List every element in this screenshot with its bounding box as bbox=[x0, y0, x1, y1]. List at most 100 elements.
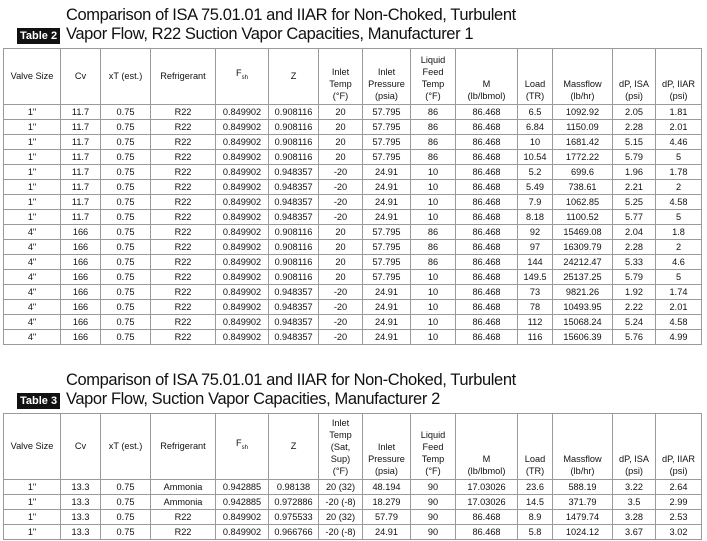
cell: 15469.08 bbox=[552, 224, 613, 240]
cell: 3.02 bbox=[655, 524, 702, 540]
cell: 5.79 bbox=[612, 269, 656, 285]
header-line: Refrigerant bbox=[160, 440, 206, 451]
cell: 57.795 bbox=[362, 119, 411, 135]
cell: -20 (-8) bbox=[318, 524, 363, 540]
data-row: 4" 166 0.75 R22 0.849902 0.948357 -20 24.91 10 86… bbox=[3, 284, 702, 300]
cell: 0.908116 bbox=[268, 269, 319, 285]
header-line: Inlet bbox=[331, 67, 350, 77]
cell: 86.468 bbox=[455, 269, 518, 285]
header-line: dP, IIAR bbox=[661, 79, 696, 89]
cell: 11.7 bbox=[60, 134, 101, 150]
header-line: M bbox=[482, 79, 491, 89]
cell: 4" bbox=[3, 299, 61, 315]
cell: 4" bbox=[3, 254, 61, 270]
column-header: dP, IIAR (psi) bbox=[655, 413, 702, 480]
cell: 2.01 bbox=[655, 299, 702, 315]
header-line: Liquid bbox=[420, 55, 446, 65]
cell: R22 bbox=[150, 329, 216, 345]
header-line: (°F) bbox=[332, 466, 349, 476]
cell: 78 bbox=[517, 299, 553, 315]
header-line: (Sat, bbox=[330, 442, 351, 452]
header-line: Valve Size bbox=[10, 70, 54, 81]
cell: 24.91 bbox=[362, 524, 411, 540]
cell: 1" bbox=[3, 134, 61, 150]
data-row: 1" 11.7 0.75 R22 0.849902 0.908116 20 57.795 86 8… bbox=[3, 134, 702, 150]
cell: 24.91 bbox=[362, 284, 411, 300]
column-header: Inlet Temp (°F) bbox=[318, 48, 363, 105]
cell: 20 bbox=[318, 134, 363, 150]
cell: 86 bbox=[410, 149, 456, 165]
cell: -20 (-8) bbox=[318, 494, 363, 510]
cell: 86.468 bbox=[455, 329, 518, 345]
column-header: Cv bbox=[60, 413, 101, 480]
cell: 1" bbox=[3, 104, 61, 120]
cell: 86 bbox=[410, 119, 456, 135]
cell: 0.849902 bbox=[215, 134, 269, 150]
cell: 4.58 bbox=[655, 194, 702, 210]
cell: 20 bbox=[318, 104, 363, 120]
cell: 0.75 bbox=[100, 149, 151, 165]
column-header: dP, IIAR (psi) bbox=[655, 48, 702, 105]
column-header: Valve Size bbox=[3, 48, 61, 105]
cell: 0.849902 bbox=[215, 119, 269, 135]
cell: 0.849902 bbox=[215, 194, 269, 210]
cell: R22 bbox=[150, 134, 216, 150]
column-header: Liquid Feed Temp (°F) bbox=[410, 48, 456, 105]
header-line: Liquid bbox=[420, 430, 446, 440]
header-row: Valve Size Cv xT (est.) Refrigerant Fsh Z Inle… bbox=[3, 48, 702, 105]
column-header: Fsh bbox=[215, 413, 269, 480]
cell: 5.8 bbox=[517, 524, 553, 540]
cell: 2.05 bbox=[612, 104, 656, 120]
cell: 1" bbox=[3, 119, 61, 135]
cell: 5 bbox=[655, 209, 702, 225]
header-subscript: sh bbox=[241, 74, 248, 81]
cell: 17.03026 bbox=[455, 479, 518, 495]
cell: -20 bbox=[318, 284, 363, 300]
column-header: dP, ISA (psi) bbox=[612, 48, 656, 105]
cell: 1" bbox=[3, 164, 61, 180]
header-line: Sup) bbox=[330, 454, 351, 464]
cell: 3.22 bbox=[612, 479, 656, 495]
cell: 4" bbox=[3, 329, 61, 345]
cell: 10493.95 bbox=[552, 299, 613, 315]
cell: 10.54 bbox=[517, 149, 553, 165]
cell: 86.468 bbox=[455, 254, 518, 270]
column-header: Massflow (lb/hr) bbox=[552, 48, 613, 105]
cell: 0.975533 bbox=[268, 509, 319, 525]
cell: 57.795 bbox=[362, 149, 411, 165]
cell: 0.908116 bbox=[268, 119, 319, 135]
cell: R22 bbox=[150, 149, 216, 165]
cell: 4.6 bbox=[655, 254, 702, 270]
cell: 4" bbox=[3, 224, 61, 240]
cell: 0.849902 bbox=[215, 284, 269, 300]
header-line: (lb/lbmol) bbox=[467, 466, 506, 476]
cell: 8.9 bbox=[517, 509, 553, 525]
cell: 20 (32) bbox=[318, 479, 363, 495]
cell: 0.849902 bbox=[215, 524, 269, 540]
data-row: 4" 166 0.75 R22 0.849902 0.948357 -20 24.91 10 86… bbox=[3, 299, 702, 315]
cell: 90 bbox=[410, 509, 456, 525]
header-line: Temp bbox=[421, 79, 445, 89]
cell: 0.942885 bbox=[215, 479, 269, 495]
cell: 2.01 bbox=[655, 119, 702, 135]
cell: 1" bbox=[3, 149, 61, 165]
cell: 24.91 bbox=[362, 314, 411, 330]
cell: 86.468 bbox=[455, 239, 518, 255]
cell: R22 bbox=[150, 209, 216, 225]
header-row: Valve Size Cv xT (est.) Refrigerant Fsh Z Inle… bbox=[3, 413, 702, 480]
cell: 6.84 bbox=[517, 119, 553, 135]
cell: 166 bbox=[60, 269, 101, 285]
cell: 0.75 bbox=[100, 494, 151, 510]
cell: 0.75 bbox=[100, 479, 151, 495]
cell: 0.75 bbox=[100, 269, 151, 285]
cell: 86.468 bbox=[455, 119, 518, 135]
cell: 20 bbox=[318, 224, 363, 240]
cell: 0.98138 bbox=[268, 479, 319, 495]
column-header: Cv bbox=[60, 48, 101, 105]
table-block: Table 2 Comparison of ISA 75.01.01 and II… bbox=[3, 2, 702, 345]
cell: 86 bbox=[410, 104, 456, 120]
cell: 10 bbox=[410, 314, 456, 330]
table-header: Table 3 Comparison of ISA 75.01.01 and II… bbox=[3, 367, 701, 413]
header-line: M bbox=[482, 454, 491, 464]
